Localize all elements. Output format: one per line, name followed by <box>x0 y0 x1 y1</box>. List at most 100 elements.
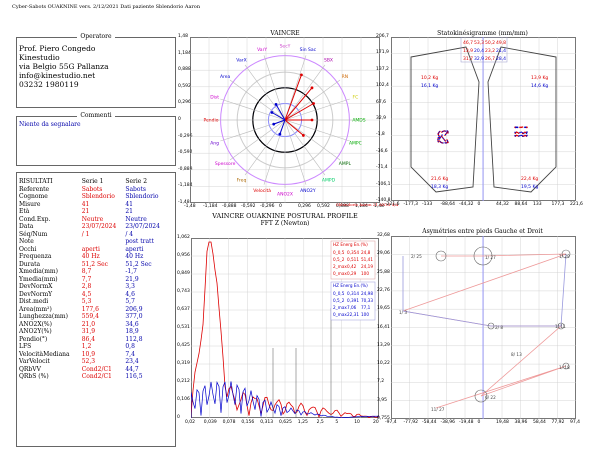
asym-node <box>487 322 495 330</box>
fft-x-tick: 5 <box>335 420 339 425</box>
asym-chart: 1/ 27 2/ 25 1/ 29 1/ 3 2/ 8 1/ 11 6/ 22 1/ 18 11… <box>391 236 576 419</box>
stabilo-left-sample <box>446 131 448 133</box>
vaincre-blue-arm <box>279 119 286 135</box>
fft-y-tick: 0,319 <box>177 361 190 366</box>
vaincre-spoke <box>244 64 286 121</box>
results-serie2-value: 51,2 Sec <box>125 260 152 268</box>
asym-node-label: 1/ 3 <box>399 310 407 315</box>
stabilo-left-sample <box>438 140 441 142</box>
results-serie2-value: 23,4 <box>125 358 139 365</box>
stabilo-table-cell: 23,2 <box>485 48 495 54</box>
results-serie2-value: 4,6 <box>125 290 135 298</box>
results-serie2-value: Neutre <box>125 215 147 223</box>
fft-table1-frame <box>330 240 376 280</box>
results-row: Note post tratt <box>18 238 168 246</box>
fft-x-tick: 20 <box>373 420 379 425</box>
fft-x-tick: 0,156 <box>241 420 255 425</box>
asym-path-blue <box>402 253 567 327</box>
results-serie1-value: 23/07/2024 <box>81 223 117 230</box>
fft-table1-cell: 0,354 <box>347 250 359 255</box>
fft-table2-cell: 100 <box>361 312 369 317</box>
vaincre-y-tick: -0,888 <box>178 166 193 172</box>
results-row: Frequenza 40 Hz 40 Hz <box>18 253 168 261</box>
fft-table1-cell: 2_max <box>333 264 347 269</box>
vaincre-spoke <box>284 119 341 161</box>
vaincre-y-tick: -0,592 <box>178 150 193 156</box>
fft-y-tick: 0,425 <box>177 343 190 348</box>
asym-y-tick: 3,95 <box>377 397 388 403</box>
results-label: Durata <box>19 260 41 268</box>
asym-y-tick: 32,68 <box>377 233 390 238</box>
stabilo-left-sample <box>441 134 443 136</box>
results-serie2-value: 0,8 <box>125 343 135 350</box>
results-label: Età <box>19 208 30 215</box>
asym-x-tick: 58,44 <box>533 420 546 425</box>
results-header-serie2: Serie 2 <box>125 178 148 185</box>
results-row: Xmedia(mm) 8,7 -1,7 <box>18 268 168 276</box>
fft-y-tick: 0 <box>177 415 180 420</box>
asym-node-label: 2/ 8 <box>495 325 503 330</box>
vaincre-red-point <box>310 86 314 90</box>
stabilo-right-sample <box>514 132 517 135</box>
kg-right-top-red: 13,9 Kg <box>531 75 548 81</box>
results-serie2-value: 206,9 <box>125 305 143 313</box>
fft-table2-cell: 22,31 <box>347 312 359 317</box>
results-row: Misure 41 41 <box>18 201 168 209</box>
fft-y-tick: 0,637 <box>177 307 190 312</box>
fft-table1-cell: 0,511 <box>347 257 359 262</box>
fft-y-tick: 0,743 <box>177 289 190 294</box>
stabilo-right-sample <box>520 134 523 137</box>
results-label: Ymedia(mm) <box>19 275 58 283</box>
results-serie1-value: 52,3 <box>81 358 96 365</box>
results-label: Occhi <box>19 245 37 253</box>
fft-y-tick: 0,849 <box>177 271 190 276</box>
results-label: Séq/Num <box>19 230 48 238</box>
results-row: Occhi aperti aperti <box>18 246 168 254</box>
vaincre-red-point <box>310 118 314 122</box>
asym-node <box>435 250 447 262</box>
vaincre-x-tick: 0,296 <box>298 204 311 209</box>
results-label: Cognome <box>19 193 48 200</box>
fft-table2-cell: 0_max <box>333 312 347 317</box>
asym-y-tick: 13,29 <box>377 342 390 348</box>
results-row: ANO2Y(%) 31,9 18,9 <box>18 328 168 336</box>
results-table: RISULTATI Serie 1 Serie 2 Referente Sabot… <box>18 178 168 381</box>
results-serie2-value: 21,9 <box>125 275 139 283</box>
comments-title: Commenti <box>77 112 115 119</box>
stabilo-title: Statokinésigramme (mm/mm) <box>437 30 528 37</box>
results-serie2-value: 44,7 <box>125 365 139 373</box>
results-row: Lunghezza(mm) 559,4 377,0 <box>18 313 168 321</box>
kg-left-top-red: 10,2 Kg <box>421 75 438 81</box>
results-row: Età 21 21 <box>18 208 168 216</box>
kg-left-bot-red: 21,6 Kg <box>431 176 448 182</box>
asym-node-label: 1/ 11 <box>555 324 566 329</box>
results-serie1-value: 1,2 <box>81 343 92 350</box>
asym-path-red <box>402 253 567 409</box>
results-serie2-value: 21 <box>125 208 133 215</box>
results-header-row: RISULTATI Serie 1 Serie 2 <box>18 178 168 186</box>
stabilo-table-cell: 26,7 <box>485 56 495 62</box>
results-serie2-value: / 4 <box>125 230 134 238</box>
vaincre-spoke <box>263 55 286 121</box>
results-label: Dist.medi <box>19 298 49 305</box>
stabilo-table-frame <box>460 37 508 63</box>
stabilo-right-sample <box>526 134 528 137</box>
operator-title: Operatore <box>77 33 115 40</box>
results-serie1-value: 40 Hz <box>81 253 100 260</box>
stabilo-right-sample <box>519 126 521 128</box>
asym-node <box>562 362 570 370</box>
comments-text[interactable]: Niente da segnalare <box>19 121 81 128</box>
asym-node-label: 1/ 18 <box>559 365 570 370</box>
stabilo-table-cell: 46,7 <box>463 40 473 46</box>
asym-x-tick: -58,44 <box>422 420 437 425</box>
vaincre-axis-label: SBX <box>324 58 333 64</box>
fft-table2-cell: 70,33 <box>361 298 373 303</box>
operator-email: info@kinestudio.net <box>19 71 96 80</box>
fft-y-tick: 0,531 <box>177 325 190 330</box>
vaincre-axis-label: Velocità <box>253 187 271 194</box>
vaincre-y-tick: -1,48 <box>178 200 190 205</box>
vaincre-blue-point <box>274 103 278 106</box>
results-row: QRbVV Cond2/C1 44,7 <box>18 366 168 374</box>
vaincre-blue-arm <box>273 119 286 125</box>
stabilo-right-sample <box>521 132 524 135</box>
